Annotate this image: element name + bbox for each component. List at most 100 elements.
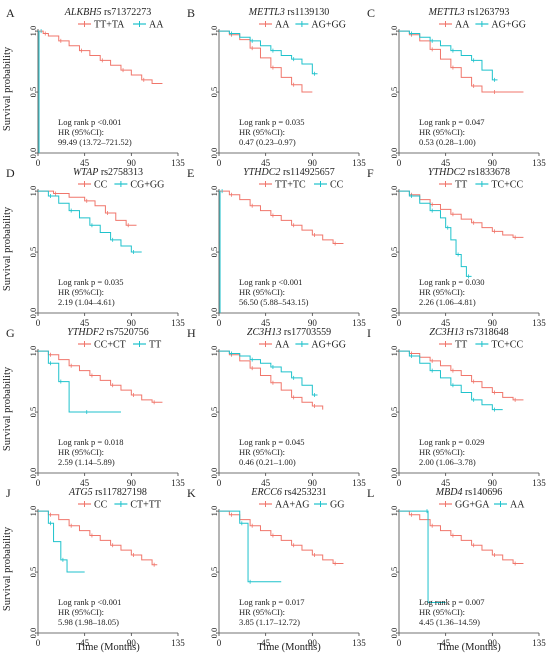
x-tick-label: 135 — [352, 638, 366, 648]
km-curve-red — [399, 190, 524, 238]
hr-value: 56.50 (5.88–543.15) — [239, 297, 309, 307]
x-tick-label: 135 — [532, 158, 546, 168]
panel-letter: F — [367, 166, 374, 180]
x-tick-label: 0 — [217, 158, 222, 168]
km-curve-cyan — [38, 30, 40, 153]
legend-label: TC+CC — [491, 340, 523, 351]
hr-value: 99.49 (13.72–721.52) — [58, 137, 132, 147]
y-tick-label: 0.0 — [209, 468, 219, 479]
x-tick-label: 135 — [352, 478, 366, 488]
panel-a: A ALKBH5 rs71372273 TT+TA AA 0 45 90 135 0.0 0.5 1… — [6, 6, 185, 168]
y-tick-label: 0.0 — [389, 628, 399, 639]
hr-value: 2.00 (1.06–3.78) — [419, 457, 476, 467]
hr-value: 0.47 (0.23–0.97) — [239, 137, 296, 147]
x-tick-label: 45 — [441, 478, 451, 488]
panel-letter: B — [187, 6, 195, 20]
y-tick-label: 0.5 — [209, 567, 219, 578]
x-tick-label: 90 — [127, 478, 137, 488]
y-axis-label: Survival probability — [2, 206, 13, 291]
logrank-text: Log rank p = 0.029 — [419, 437, 484, 447]
panel-title: METTL3 rs1263793 — [428, 7, 510, 18]
km-curve-cyan — [399, 510, 446, 604]
y-tick-label: 0.0 — [28, 468, 38, 479]
y-tick-label: 1.0 — [28, 506, 38, 517]
x-tick-label: 0 — [397, 318, 402, 328]
y-tick-label: 0.0 — [28, 308, 38, 319]
x-tick-label: 45 — [441, 638, 451, 648]
y-axis-label: Survival probability — [2, 526, 13, 611]
legend-label: AA — [275, 340, 290, 351]
logrank-text: Log rank p = 0.030 — [419, 277, 484, 287]
x-axis-label: Time (Months) — [76, 642, 140, 653]
km-curve-red — [38, 190, 137, 226]
snp-id: rs117827198 — [93, 487, 147, 498]
logrank-text: Log rank p = 0.045 — [239, 437, 304, 447]
snp-id: rs114925657 — [280, 167, 334, 178]
panel-title: WTAP rs2758313 — [73, 167, 143, 178]
panel-title: YTHDC2 rs1833678 — [428, 167, 510, 178]
logrank-text: Log rank p = 0.017 — [239, 597, 304, 607]
legend-label: TT — [455, 180, 467, 191]
legend-label: CT+TT — [130, 500, 161, 511]
gene-name: WTAP — [73, 167, 98, 178]
panel-d: D WTAP rs2758313 CC CG+GG 0 45 90 135 0.0 0.5 1.0 L… — [6, 166, 185, 328]
legend-label: AG+GG — [311, 340, 346, 351]
x-tick-label: 90 — [127, 318, 137, 328]
legend-label: AA+AG — [275, 500, 310, 511]
panel-title: MBD4 rs140696 — [435, 487, 502, 498]
y-tick-label: 0.5 — [389, 87, 399, 98]
x-tick-label: 0 — [36, 158, 41, 168]
hr-value: 2.19 (1.04–4.61) — [58, 297, 115, 307]
y-tick-label: 0.0 — [209, 628, 219, 639]
snp-id: rs7318648 — [464, 327, 509, 338]
panel-letter: E — [187, 166, 194, 180]
gene-name: MBD4 — [435, 487, 463, 498]
legend-label: AA — [455, 20, 470, 31]
x-tick-label: 135 — [171, 478, 185, 488]
hr-label: HR (95%CI): — [419, 447, 465, 457]
x-tick-label: 90 — [308, 318, 318, 328]
x-tick-label: 135 — [532, 478, 546, 488]
hr-value: 3.85 (1.17–12.72) — [239, 617, 300, 627]
y-tick-label: 0.0 — [389, 308, 399, 319]
km-curve-cyan — [219, 510, 282, 583]
y-tick-label: 1.0 — [389, 186, 399, 197]
logrank-text: Log rank p <0.001 — [239, 277, 302, 287]
x-tick-label: 45 — [80, 318, 90, 328]
gene-name: ZC3H13 — [429, 327, 463, 338]
panel-letter: I — [367, 326, 371, 340]
hr-value: 2.26 (1.06–4.81) — [419, 297, 476, 307]
legend-label: CC — [94, 180, 108, 191]
y-tick-label: 1.0 — [389, 506, 399, 517]
x-tick-label: 45 — [80, 478, 90, 488]
x-tick-label: 90 — [127, 638, 137, 648]
x-tick-label: 0 — [36, 638, 41, 648]
panel-letter: L — [367, 486, 374, 500]
x-tick-label: 45 — [80, 158, 90, 168]
y-tick-label: 0.5 — [28, 567, 38, 578]
km-curve-red — [219, 510, 344, 565]
logrank-text: Log rank p = 0.018 — [58, 437, 123, 447]
logrank-text: Log rank p <0.001 — [58, 117, 121, 127]
x-tick-label: 135 — [171, 638, 185, 648]
x-axis-label: Time (Months) — [437, 642, 501, 653]
y-tick-label: 0.0 — [28, 628, 38, 639]
hr-label: HR (95%CI): — [239, 127, 285, 137]
gene-name: METTL3 — [248, 7, 285, 18]
panel-letter: A — [6, 6, 15, 20]
y-tick-label: 0.0 — [28, 148, 38, 159]
legend-label: TT+TA — [94, 20, 125, 31]
x-tick-label: 90 — [488, 478, 498, 488]
x-tick-label: 90 — [488, 318, 498, 328]
x-tick-label: 90 — [308, 638, 318, 648]
x-tick-label: 90 — [127, 158, 137, 168]
y-tick-label: 1.0 — [209, 506, 219, 517]
panel-f: F YTHDC2 rs1833678 TT TC+CC 0 45 90 135 0.0 0.5 1.… — [367, 166, 546, 328]
y-tick-label: 0.0 — [209, 308, 219, 319]
legend-label: AA — [510, 500, 525, 511]
y-tick-label: 0.5 — [28, 247, 38, 258]
gene-name: ATG5 — [68, 487, 93, 498]
snp-id: rs1139130 — [285, 7, 329, 18]
legend-label: GG — [330, 500, 344, 511]
legend-label: TC+CC — [491, 180, 523, 191]
